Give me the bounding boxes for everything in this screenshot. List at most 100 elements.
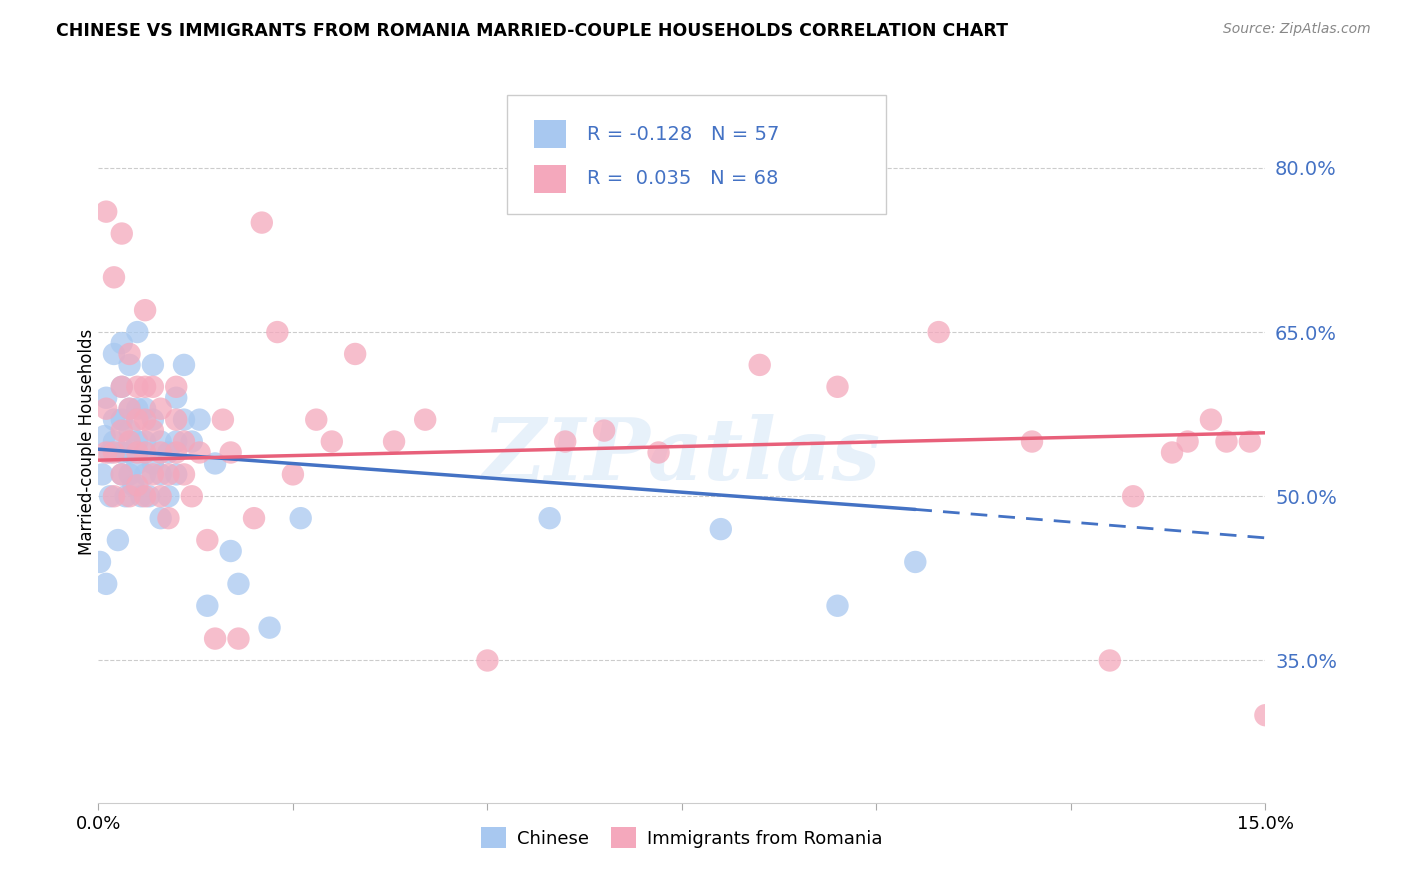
- FancyBboxPatch shape: [534, 165, 567, 193]
- Point: [118, 347, 141, 361]
- Point: [118, 358, 141, 372]
- Point: [173, 434, 195, 449]
- Point: [1098, 653, 1121, 667]
- Point: [647, 445, 669, 459]
- Text: CHINESE VS IMMIGRANTS FROM ROMANIA MARRIED-COUPLE HOUSEHOLDS CORRELATION CHART: CHINESE VS IMMIGRANTS FROM ROMANIA MARRI…: [56, 22, 1008, 40]
- Point: [134, 412, 156, 426]
- Point: [118, 489, 141, 503]
- Point: [142, 457, 165, 471]
- Point: [1161, 445, 1184, 459]
- Point: [118, 434, 141, 449]
- Point: [111, 227, 134, 241]
- Point: [173, 358, 195, 372]
- Point: [107, 533, 129, 547]
- Point: [165, 412, 187, 426]
- Point: [96, 577, 118, 591]
- Point: [134, 434, 156, 449]
- Point: [290, 511, 312, 525]
- Point: [149, 467, 172, 482]
- Point: [165, 467, 187, 482]
- Point: [250, 216, 273, 230]
- Point: [134, 467, 156, 482]
- Point: [142, 467, 165, 482]
- FancyBboxPatch shape: [508, 95, 886, 214]
- Text: R = -0.128   N = 57: R = -0.128 N = 57: [588, 125, 780, 144]
- Point: [103, 270, 125, 285]
- Point: [127, 457, 149, 471]
- Point: [142, 358, 165, 372]
- Point: [111, 412, 134, 426]
- Point: [165, 380, 187, 394]
- Point: [111, 380, 134, 394]
- Point: [382, 434, 405, 449]
- Point: [173, 412, 195, 426]
- Point: [127, 445, 149, 459]
- Point: [180, 434, 202, 449]
- Point: [134, 401, 156, 416]
- Point: [103, 489, 125, 503]
- Point: [111, 467, 134, 482]
- Point: [122, 478, 145, 492]
- Point: [96, 401, 118, 416]
- Point: [413, 412, 436, 426]
- Point: [1215, 434, 1237, 449]
- Point: [96, 391, 118, 405]
- Point: [118, 424, 141, 438]
- Point: [98, 489, 121, 503]
- Point: [142, 424, 165, 438]
- Point: [243, 511, 266, 525]
- Point: [157, 467, 180, 482]
- Point: [204, 632, 226, 646]
- Point: [118, 401, 141, 416]
- Point: [1254, 708, 1277, 723]
- Point: [165, 434, 187, 449]
- Point: [98, 445, 121, 459]
- Point: [129, 489, 152, 503]
- Point: [195, 533, 218, 547]
- Point: [134, 380, 156, 394]
- Point: [219, 445, 242, 459]
- Point: [554, 434, 576, 449]
- Point: [149, 489, 172, 503]
- Point: [228, 577, 250, 591]
- Point: [259, 621, 281, 635]
- Point: [827, 599, 849, 613]
- Point: [118, 445, 141, 459]
- Point: [228, 632, 250, 646]
- Point: [538, 511, 561, 525]
- Point: [157, 445, 180, 459]
- Point: [321, 434, 343, 449]
- Point: [114, 489, 136, 503]
- Point: [180, 489, 202, 503]
- Point: [748, 358, 770, 372]
- Point: [91, 467, 114, 482]
- Point: [149, 511, 172, 525]
- Point: [305, 412, 328, 426]
- Point: [212, 412, 235, 426]
- Point: [111, 380, 134, 394]
- Point: [118, 401, 141, 416]
- Point: [827, 380, 849, 394]
- Legend: Chinese, Immigrants from Romania: Chinese, Immigrants from Romania: [474, 820, 890, 855]
- FancyBboxPatch shape: [534, 120, 567, 148]
- Text: R =  0.035   N = 68: R = 0.035 N = 68: [588, 169, 779, 188]
- Y-axis label: Married-couple Households: Married-couple Households: [79, 328, 96, 555]
- Point: [127, 380, 149, 394]
- Point: [165, 391, 187, 405]
- Point: [103, 412, 125, 426]
- Point: [204, 457, 226, 471]
- Point: [710, 522, 733, 536]
- Text: Source: ZipAtlas.com: Source: ZipAtlas.com: [1223, 22, 1371, 37]
- Point: [127, 401, 149, 416]
- Point: [904, 555, 927, 569]
- Point: [477, 653, 499, 667]
- Point: [157, 511, 180, 525]
- Point: [93, 429, 115, 443]
- Point: [157, 489, 180, 503]
- Point: [103, 347, 125, 361]
- Point: [103, 445, 125, 459]
- Point: [142, 412, 165, 426]
- Point: [149, 401, 172, 416]
- Point: [593, 424, 616, 438]
- Point: [134, 445, 156, 459]
